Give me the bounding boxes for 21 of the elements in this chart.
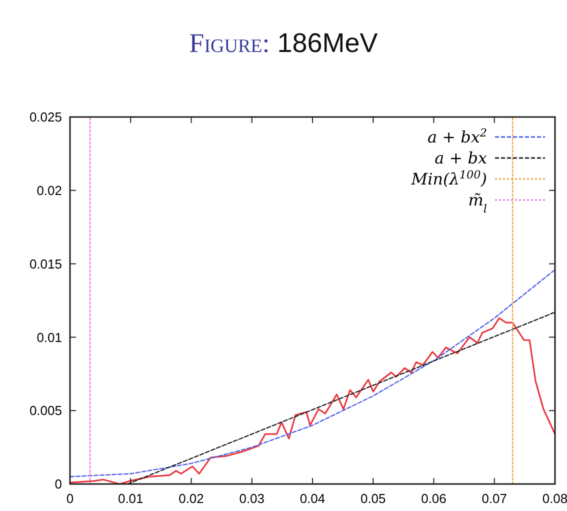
legend-label: m̃$_{l}$ (468, 190, 488, 216)
chart-title: Figure: 186MeV (189, 28, 378, 58)
x-tick-label: 0.03 (239, 491, 265, 506)
y-tick-label: 0.01 (36, 330, 62, 345)
y-tick-label: 0.015 (29, 256, 62, 272)
y-tick-label: 0.005 (29, 403, 62, 418)
x-tick-label: 0.06 (421, 491, 446, 506)
legend-label: Min(λ$^{100}$) (410, 168, 487, 189)
line-series (69, 269, 556, 478)
legend-label: a + bx (434, 148, 487, 168)
y-tick-label: 0 (54, 476, 62, 492)
x-tick-label: 0.07 (482, 491, 508, 506)
x-tick-label: 0.01 (118, 491, 144, 506)
x-tick-label: 0.02 (178, 491, 204, 506)
x-tick-label: 0.05 (360, 491, 386, 506)
y-tick-label: 0.02 (36, 182, 62, 198)
x-tick-label: 0.04 (300, 491, 326, 506)
legend-label: a + bx$^{2}$ (427, 126, 487, 147)
x-tick-label: 0 (66, 491, 74, 506)
y-tick-label: 0.025 (29, 110, 62, 125)
x-tick-label: 0.08 (542, 491, 567, 506)
